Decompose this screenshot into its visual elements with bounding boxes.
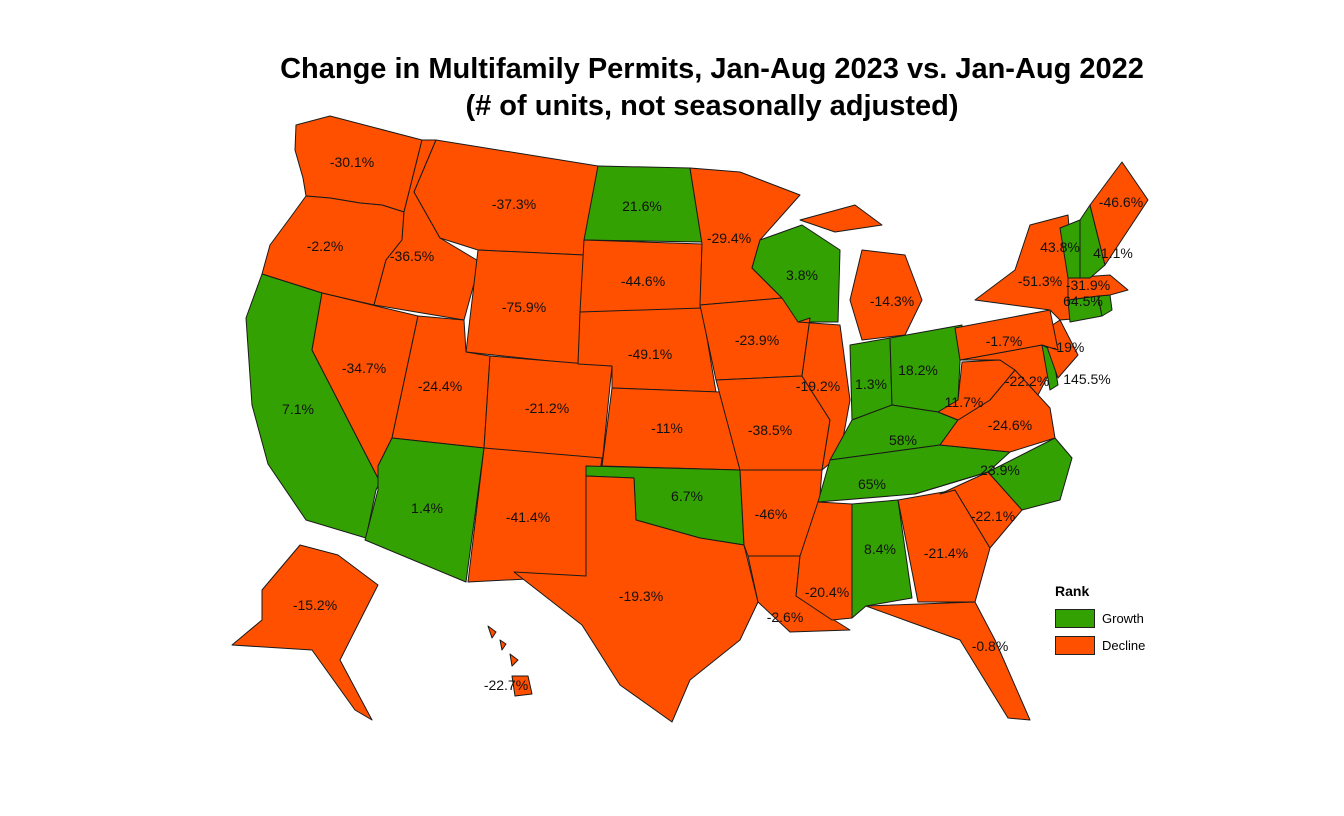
state-label-nv: -34.7% [342,360,386,376]
state-wi [751,224,841,323]
state-sc [939,471,1023,549]
state-label-wy: -75.9% [502,299,546,315]
legend-swatch-decline [1055,636,1095,655]
map-title: Change in Multifamily Permits, Jan-Aug 2… [280,53,1144,85]
state-label-ar: -46% [755,506,788,522]
state-fl [865,601,1031,721]
state-nh [1079,204,1106,279]
state-label-mn: -29.4% [707,230,751,246]
state-label-il: -19.2% [796,378,840,394]
state-label-mt: -37.3% [492,196,536,212]
state-label-ia: -23.9% [735,332,779,348]
state-ma [1067,274,1129,301]
state-label-ny: -51.3% [1018,273,1062,289]
state-label-ok: 6.7% [671,488,703,504]
state-label-sd: -44.6% [621,273,665,289]
state-label-wv: 11.7% [945,394,984,410]
state-label-nc: 23.9% [980,462,1020,478]
state-label-me: -46.6% [1099,194,1143,210]
state-label-ak: -15.2% [293,597,337,613]
state-label-la: -2.6% [767,609,804,625]
state-label-ma: -31.9% [1066,277,1110,293]
state-label-tx: -19.3% [619,588,663,604]
state-al [851,499,913,619]
state-il [797,317,851,471]
state-label-nj: -19% [1052,339,1085,355]
state-label-wi: 3.8% [786,267,818,283]
state-pa [954,309,1059,361]
state-label-nm: -41.4% [506,509,550,525]
legend-item-growth: Growth [1055,605,1145,632]
state-label-oh: 18.2% [898,362,938,378]
state-label-ky: 58% [889,432,917,448]
state-label-ct: 64.5% [1063,293,1103,309]
state-ak [231,544,379,721]
state-label-va: -24.6% [988,417,1032,433]
state-label-nh: 41.1% [1093,245,1133,261]
state-label-ga: -21.4% [924,545,968,561]
legend-label-growth: Growth [1102,611,1144,626]
state-label-hi: -22.7% [484,677,528,693]
legend: Rank Growth Decline [1055,583,1145,659]
state-label-ut: -24.4% [418,378,462,394]
state-label-al: 8.4% [864,541,896,557]
state-nc [914,437,1073,511]
state-label-id: -36.5% [390,248,434,264]
state-label-mi: -14.3% [870,293,914,309]
state-label-tn: 65% [858,476,886,492]
state-tx [513,475,759,723]
state-label-az: 1.4% [411,500,443,516]
state-label-pa: -1.7% [986,333,1023,349]
state-hi [487,625,533,697]
state-label-md: -22.2% [1005,373,1049,389]
map-subtitle: (# of units, not seasonally adjusted) [465,90,959,122]
legend-item-decline: Decline [1055,632,1145,659]
state-label-fl: -0.8% [972,638,1009,654]
state-me [1089,161,1149,266]
state-label-mo: -38.5% [748,422,792,438]
legend-label-decline: Decline [1102,638,1146,653]
state-label-nd: 21.6% [622,198,662,214]
state-label-in: 1.3% [855,376,887,392]
state-label-sc: -22.1% [971,508,1015,524]
state-label-wa: -30.1% [330,154,374,170]
state-label-or: -2.2% [307,238,344,254]
state-label-vt: 43.8% [1040,239,1080,255]
state-label-ne: -49.1% [628,346,672,362]
state-label-de: 145.5% [1063,371,1110,387]
state-label-ca: 7.1% [282,401,314,417]
legend-swatch-growth [1055,609,1095,628]
state-label-co: -21.2% [525,400,569,416]
state-label-ks: -11% [651,420,683,436]
legend-title: Rank [1055,583,1090,599]
state-label-ms: -20.4% [805,584,849,600]
